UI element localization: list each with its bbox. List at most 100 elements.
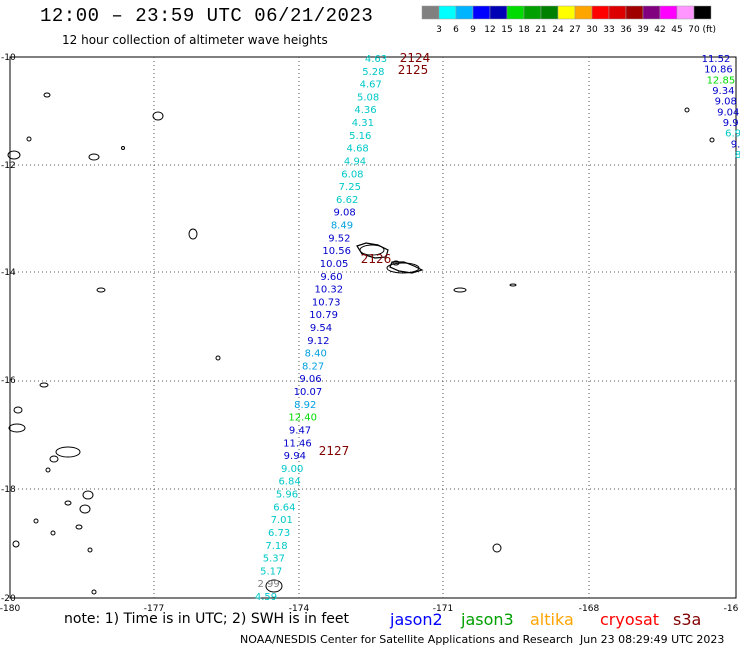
island-outline: [684, 107, 690, 113]
legend-tick-label: 3: [436, 25, 442, 35]
credit-text: NOAA/NESDIS Center for Satellite Applica…: [240, 633, 574, 646]
legend-tick-label: 21: [535, 25, 546, 35]
island-outline: [33, 518, 39, 524]
map-frame: [9, 56, 737, 599]
lat-axis-label: -18: [1, 485, 16, 495]
island-outline: [7, 150, 21, 160]
swh-value-label: 8: [735, 150, 740, 161]
swh-value-label: 5.16: [349, 131, 371, 142]
sat-label-cryosat: cryosat: [600, 610, 660, 629]
island-outline: [152, 111, 164, 121]
swh-value-label: 9.08: [333, 208, 355, 219]
island-outline: [75, 524, 83, 530]
swh-value-label: 5.17: [260, 566, 282, 577]
swh-value-label: 9.47: [289, 425, 311, 436]
swh-value-label: 10.07: [294, 387, 323, 398]
island-outline: [392, 260, 400, 266]
swh-value-label: 9.60: [320, 272, 342, 283]
island-outline: [49, 455, 59, 463]
swh-value-label: 9.: [731, 139, 740, 150]
pass-number-label: 2126: [361, 252, 392, 266]
swh-value-label: 12.85: [707, 75, 736, 86]
swh-value-label: 9.04: [717, 107, 739, 118]
island-outline: [12, 540, 20, 548]
sat-label-altika: altika: [530, 610, 574, 629]
sat-label-s3a: s3a: [673, 610, 702, 629]
swh-value-label: 8.49: [331, 221, 353, 232]
island-outline: [709, 137, 715, 143]
lat-axis-label: -16: [1, 376, 16, 386]
page-subtitle: 12 hour collection of altimeter wave hei…: [62, 33, 328, 47]
island-outline: [188, 228, 198, 240]
swh-value-label: 10.86: [704, 65, 733, 76]
swh-value-label: 4.36: [354, 105, 376, 116]
swh-value-label: 4.59: [255, 592, 277, 603]
legend-tick-label: 45: [671, 25, 682, 35]
lat-axis-label: -12: [1, 161, 16, 171]
legend-tick-label: 39: [637, 25, 649, 35]
swh-value-label: 8.27: [302, 361, 324, 372]
legend-tick-label: 12: [484, 25, 495, 35]
swh-value-label: 8.40: [305, 349, 327, 360]
island-outline: [453, 287, 467, 293]
swh-value-label: 4.94: [344, 156, 366, 167]
island-outline: [88, 153, 100, 161]
color-legend: 3 6 9 12 15 18 21 24 27 30 33 36 39 42 45 70 (ft): [421, 5, 716, 35]
swh-value-label: 10.73: [312, 297, 341, 308]
island-outline: [492, 543, 502, 553]
lat-axis-label: -14: [1, 268, 16, 278]
island-outline: [8, 423, 26, 433]
island-outline: [91, 589, 97, 595]
swh-value-label: 6.08: [341, 169, 363, 180]
swh-value-label: 9.06: [299, 374, 321, 385]
pass-number-label: 2124: [400, 51, 431, 65]
note-text: note: 1) Time is in UTC; 2) SWH is in fe…: [64, 611, 350, 627]
swh-value-label: 9.54: [310, 323, 332, 334]
swh-value-label: 9.08: [715, 97, 737, 108]
island-outline: [43, 92, 51, 98]
swh-value-label: 4.31: [352, 118, 374, 129]
legend-tick-label: 9: [470, 25, 476, 35]
swh-value-label: 4.68: [347, 144, 369, 155]
lon-axis-label: -180: [0, 604, 20, 614]
swh-value-label: 7.25: [339, 182, 361, 193]
legend-tick-label: 42: [654, 25, 665, 35]
lon-axis-label: -174: [289, 604, 310, 614]
island-outline: [13, 406, 23, 414]
sat-label-jason2: jason2: [390, 610, 443, 629]
pass-number-label: 2127: [319, 444, 350, 458]
swh-value-label: 8.92: [294, 400, 316, 411]
legend-tick-label: 15: [501, 25, 512, 35]
legend-unit: (ft): [702, 25, 716, 35]
lon-axis-label: -168: [579, 604, 600, 614]
lon-axis-label: -16: [724, 604, 739, 614]
swh-value-label: 9.94: [284, 451, 306, 462]
island-outline: [55, 446, 81, 458]
legend-tick-label: 18: [518, 25, 530, 35]
page-title: 12:00 – 23:59 UTC 06/21/2023: [40, 5, 374, 27]
swh-value-label: 5.37: [263, 554, 285, 565]
island-outline: [79, 504, 91, 514]
island-outline: [509, 283, 517, 287]
swh-value-label: 10.05: [320, 259, 349, 270]
swh-value-label: 12.40: [288, 413, 317, 424]
swh-value-label: 6.73: [268, 528, 290, 539]
legend-tick-label: 36: [620, 25, 632, 35]
island-outline: [45, 467, 51, 473]
island-outline: [389, 261, 424, 274]
swh-value-label: 10.79: [309, 310, 338, 321]
island-outline: [96, 287, 106, 293]
swh-value-label: 6.9: [725, 129, 740, 140]
swh-value-label: 5.96: [276, 490, 298, 501]
swh-value-label: 9.12: [307, 336, 329, 347]
swh-value-label: 6.62: [336, 195, 358, 206]
legend-tick-label: 24: [552, 25, 564, 35]
legend-tick-label: 30: [586, 25, 598, 35]
island-outline: [121, 146, 125, 150]
legend-swatch: [693, 5, 712, 20]
swh-value-label: 6.84: [278, 477, 300, 488]
legend-tick-label: 33: [603, 25, 614, 35]
swh-value-label: 7.01: [271, 515, 293, 526]
swh-value-label: 4.63: [365, 54, 387, 65]
